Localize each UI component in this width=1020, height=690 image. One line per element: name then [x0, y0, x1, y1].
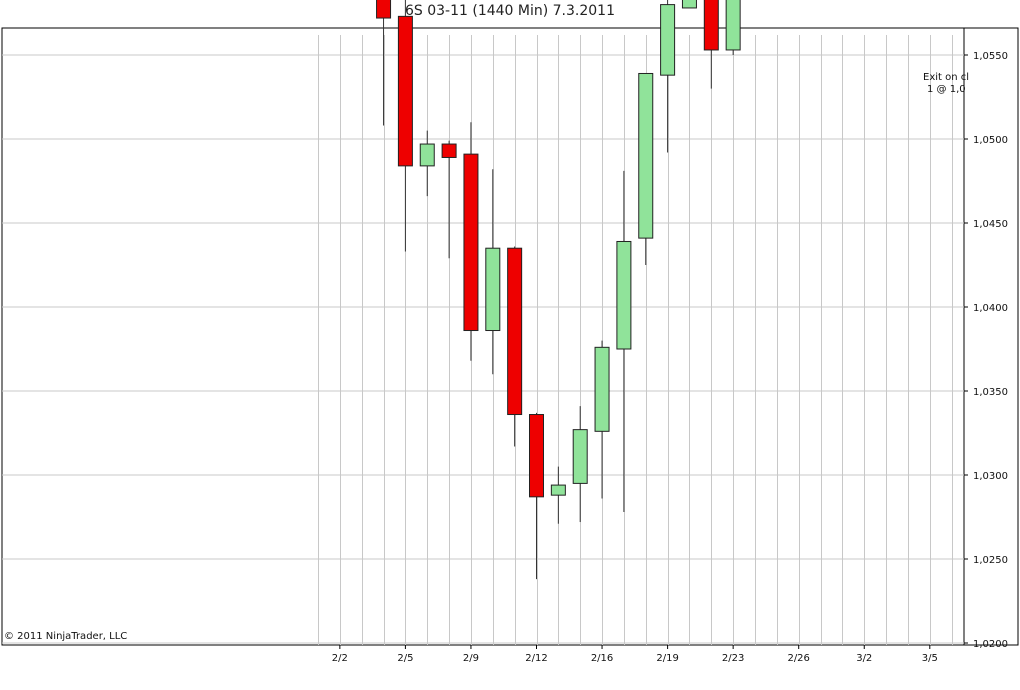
trade-markers: long1 @ 1,0777Exit on cl1 @ 1,0: [923, 72, 969, 95]
x-tick-label: 2/5: [397, 653, 413, 664]
candle: [550, 466, 566, 524]
candle: [660, 0, 676, 153]
candle-body: [397, 15, 413, 167]
y-tick-label: 1,0400: [973, 303, 1008, 314]
candle: [638, 72, 654, 265]
candle-body: [681, 0, 697, 9]
y-tick-label: 1,0250: [973, 555, 1008, 566]
candle: [572, 406, 588, 523]
candle-body: [638, 72, 654, 239]
candle-body: [441, 143, 457, 158]
y-tick-label: 1,0500: [973, 135, 1008, 146]
candle-body: [463, 153, 479, 332]
x-tick-label: 2/16: [591, 653, 613, 664]
x-tick-label: 2/12: [525, 653, 547, 664]
candle: [594, 340, 610, 499]
x-tick-label: 2/9: [463, 653, 479, 664]
candle-body: [594, 346, 610, 432]
candle-body: [616, 240, 632, 350]
candle: [681, 0, 697, 9]
candle: [441, 140, 457, 259]
y-tick-label: 1,0550: [973, 51, 1008, 62]
candle: [529, 412, 544, 580]
exit-label: Exit on cl: [923, 72, 969, 83]
candle-body: [529, 414, 544, 498]
y-tick-label: 1,0200: [973, 639, 1008, 650]
candle: [703, 0, 719, 89]
candle-body: [419, 143, 435, 167]
x-tick-label: 3/2: [856, 653, 872, 664]
y-tick-label: 1,0350: [973, 387, 1008, 398]
x-tick-label: 2/19: [656, 653, 678, 664]
candle: [616, 170, 632, 512]
candle-body: [507, 247, 523, 416]
x-tick-label: 2/26: [787, 653, 809, 664]
x-tick-label: 2/23: [722, 653, 744, 664]
chart-title: 6S 03-11 (1440 Min) 7.3.2011: [404, 3, 615, 19]
candle-body: [660, 4, 676, 76]
candle: [463, 122, 479, 361]
copyright-text: © 2011 NinjaTrader, LLC: [4, 631, 128, 642]
candle-body: [572, 429, 588, 484]
plot-frame: [1, 27, 1019, 646]
candle: [376, 0, 392, 126]
candle-body: [485, 247, 501, 332]
date-axis: 2/2 2/5 2/9 2/12 2/16 2/19 2/23 2/26 3/2 3/5: [332, 645, 938, 664]
candle-body: [703, 0, 719, 51]
y-tick-label: 1,0450: [973, 219, 1008, 230]
y-tick-label: 1,0300: [973, 471, 1008, 482]
candle: [419, 130, 435, 197]
candle-body: [725, 0, 741, 51]
chart-grid: [1, 27, 1019, 646]
candle: [507, 246, 523, 447]
candle: [485, 169, 501, 375]
candle: [725, 0, 741, 55]
price-axis: 1,0200 1,0250 1,0300 1,0350 1,0400 1,0450 1,05…: [964, 51, 1008, 650]
exit-detail: 1 @ 1,0: [927, 84, 966, 95]
x-tick-label: 2/2: [332, 653, 348, 664]
candles: [376, 0, 741, 580]
candle: [397, 0, 413, 252]
x-tick-label: 3/5: [922, 653, 938, 664]
candle-body: [550, 484, 566, 496]
candle-body: [376, 0, 392, 19]
